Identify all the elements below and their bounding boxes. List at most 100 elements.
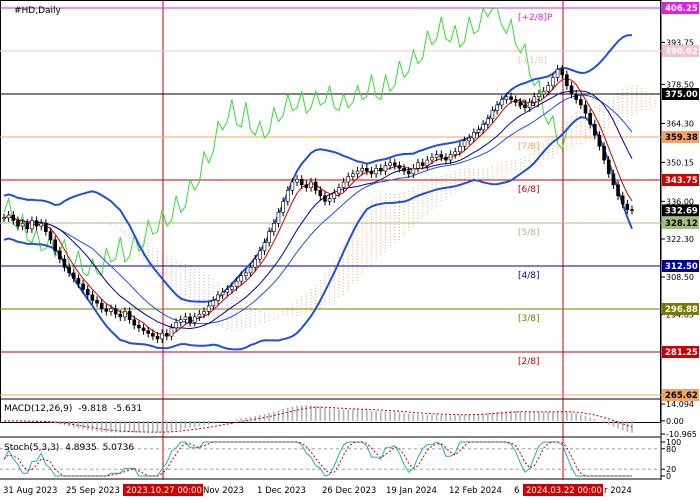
candle-body-53 <box>248 267 253 274</box>
stoch-tick-label-1: 80 <box>666 445 676 454</box>
price-badge-label-4: 343.75 <box>665 176 698 186</box>
candle-body-67 <box>313 181 318 191</box>
candle-body-5 <box>25 223 30 230</box>
candle-body-52 <box>244 272 248 276</box>
candle-body-107 <box>499 99 504 106</box>
macd-label: MACD(12,26,9) -9.818 -5.631 <box>4 404 142 414</box>
candle-body-35 <box>165 333 169 337</box>
price-badge-bg-9 <box>662 345 699 358</box>
candle-body-11 <box>53 239 57 252</box>
macd-tick-label-0: 14.094 <box>666 400 694 409</box>
candle-body-96 <box>448 154 453 161</box>
candle-body-100 <box>467 137 471 142</box>
price-tick-label-1: 378.50 <box>666 80 694 89</box>
candle-body-48 <box>225 289 230 293</box>
candle-body-28 <box>132 319 137 326</box>
price-badge-bg-5 <box>662 204 699 217</box>
candle-body-98 <box>458 145 462 153</box>
candle-body-31 <box>146 330 151 334</box>
candle-body-40 <box>188 316 192 323</box>
candle-body-13 <box>62 258 67 268</box>
candle-body-41 <box>192 316 197 323</box>
murrey-label-4: [6/8] <box>518 185 540 195</box>
price-tick-label-2: 364.30 <box>666 119 694 128</box>
candle-body-126 <box>588 112 592 125</box>
candle-body-78 <box>365 167 369 172</box>
candle-body-71 <box>332 192 337 199</box>
candle-body-1 <box>6 214 11 219</box>
price-tick-label-3: 350.15 <box>666 158 694 167</box>
candle-body-44 <box>206 305 211 312</box>
candle-body-2 <box>11 214 16 221</box>
price-tick-label-6: 308.50 <box>666 273 694 282</box>
stoch-tick-label-0: 100 <box>666 438 681 447</box>
date-label-1: 25 Sep 2023 <box>66 486 120 496</box>
chikou-line <box>3 6 568 277</box>
stoch-k-line <box>3 441 632 477</box>
candle-body-121 <box>565 74 569 87</box>
candle-body-6 <box>30 220 34 230</box>
price-badge-10: 265.62 <box>662 389 699 401</box>
price-badge-5: 332.69 <box>662 204 699 217</box>
candle-body-45 <box>211 300 216 307</box>
highlighted-date-bg-0 <box>123 484 203 496</box>
candle-body-86 <box>402 167 406 172</box>
candle-body-119 <box>555 68 560 78</box>
candle-body-46 <box>216 294 220 301</box>
bollinger-middle <box>3 94 633 325</box>
candle-body-68 <box>318 190 323 197</box>
candle-body-114 <box>532 96 537 103</box>
date-label-3: 1 Dec 2023 <box>257 486 306 496</box>
candle-body-82 <box>383 165 388 172</box>
candle-body-23 <box>109 308 113 312</box>
price-badge-label-2: 375.00 <box>665 90 698 100</box>
candle-body-109 <box>509 96 513 100</box>
candle-body-91 <box>425 159 430 166</box>
price-badge-bg-10 <box>662 389 699 401</box>
candle-body-30 <box>141 327 146 331</box>
candle-body-129 <box>602 145 606 161</box>
candle-body-58 <box>272 223 276 232</box>
candle-body-131 <box>611 173 616 186</box>
candle-body-9 <box>44 223 48 232</box>
candle-body-69 <box>323 195 327 202</box>
stoch-d-line <box>3 441 632 477</box>
bollinger-upper <box>3 34 633 303</box>
price-badge-3: 359.38 <box>662 130 699 143</box>
candle-body-116 <box>541 90 546 95</box>
candle-body-133 <box>620 195 625 205</box>
highlighted-date-label-1: 2024.03.22 00:00 <box>526 486 602 496</box>
highlighted-date-0: 2023.10.27 00:00 <box>123 484 203 496</box>
murrey-label-5: [5/8] <box>518 228 540 238</box>
candle-body-88 <box>411 167 416 175</box>
price-badge-label-5: 332.69 <box>665 206 698 216</box>
candle-body-12 <box>58 250 62 260</box>
candle-body-84 <box>392 162 397 166</box>
candle-body-94 <box>439 154 444 158</box>
candle-body-10 <box>48 231 53 241</box>
price-badge-4: 343.75 <box>662 173 699 186</box>
price-tick-label-7: 294.85 <box>666 311 694 320</box>
candle-body-122 <box>569 85 574 95</box>
candle-body-97 <box>453 151 458 155</box>
candle-body-81 <box>378 167 383 172</box>
candle-body-103 <box>481 123 485 131</box>
date-label-4: 26 Dec 2023 <box>322 486 376 496</box>
candle-body-124 <box>579 99 583 106</box>
murrey-label-7: [3/8] <box>518 314 540 324</box>
price-badge-8: 296.88 <box>662 302 699 315</box>
candle-body-102 <box>476 129 481 133</box>
murrey-label-6: [4/8] <box>518 271 540 281</box>
candle-body-72 <box>337 187 341 194</box>
price-candles <box>2 65 634 344</box>
candle-body-132 <box>616 184 620 197</box>
candle-body-120 <box>560 68 565 76</box>
candle-body-8 <box>39 223 44 227</box>
price-badge-bg-8 <box>662 302 699 315</box>
bollinger-lower <box>3 116 633 351</box>
symbol-label: #HD,Daily <box>14 6 62 16</box>
candle-body-20 <box>95 300 99 304</box>
candle-body-74 <box>346 176 351 183</box>
candle-body-14 <box>67 267 71 274</box>
